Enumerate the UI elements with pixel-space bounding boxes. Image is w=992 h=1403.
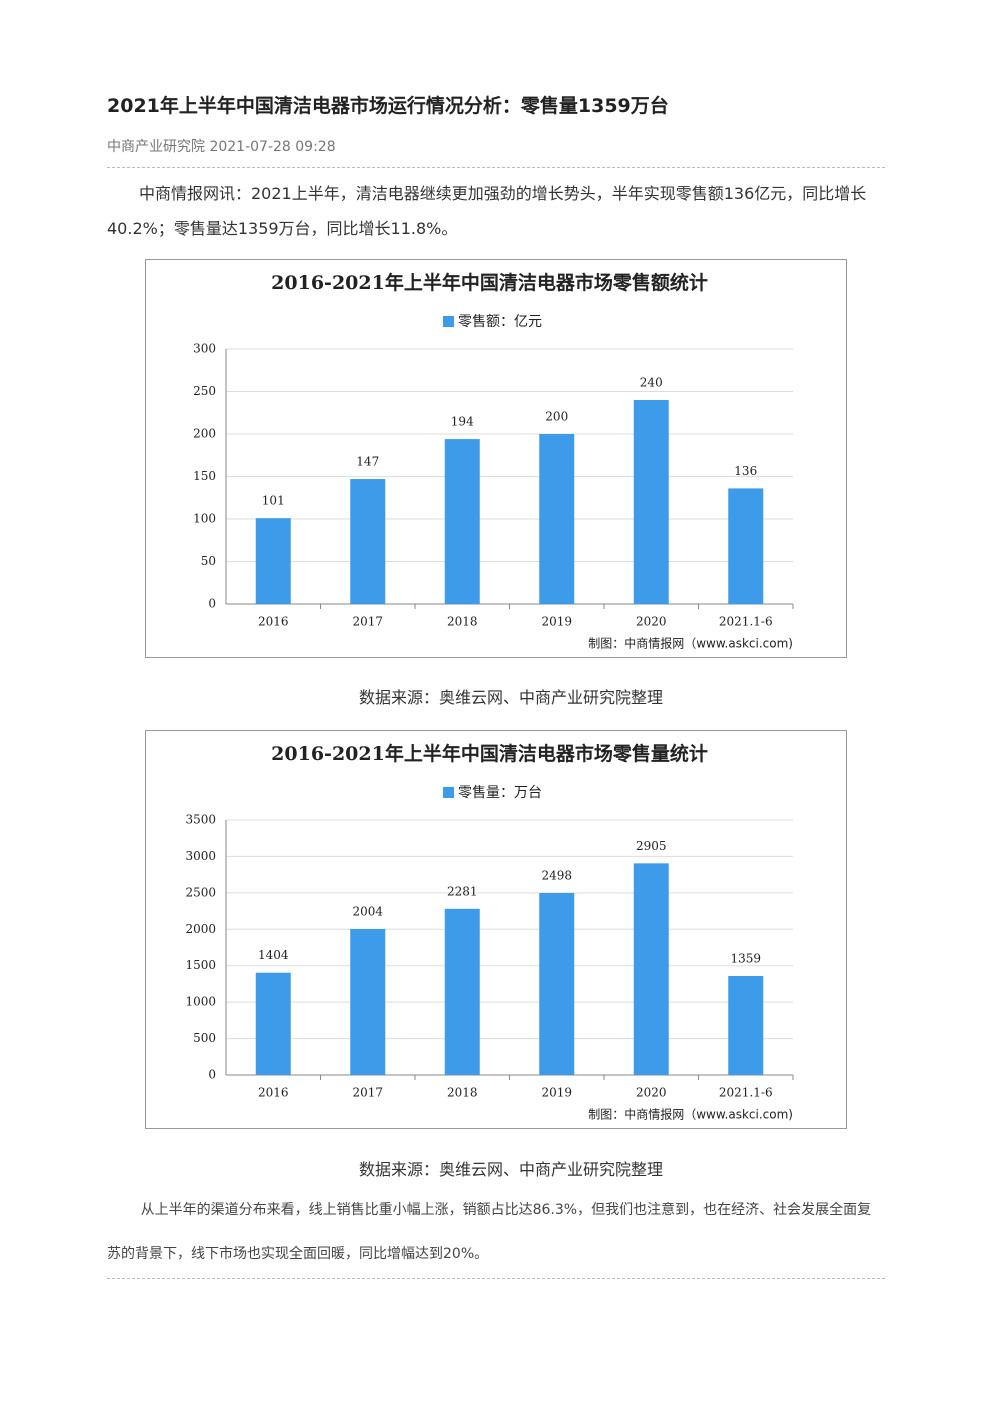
x-tick-label: 2018 bbox=[447, 615, 478, 629]
legend-swatch bbox=[443, 316, 454, 327]
y-tick-label: 200 bbox=[193, 427, 216, 441]
value-label: 147 bbox=[356, 455, 379, 469]
chart-source: 制图：中商情报网（www.askci.com) bbox=[588, 1107, 793, 1122]
bar bbox=[539, 434, 575, 604]
x-tick-label: 2016 bbox=[258, 1086, 289, 1100]
y-tick-label: 2500 bbox=[185, 885, 216, 899]
bar bbox=[728, 488, 764, 604]
bar bbox=[255, 972, 291, 1075]
legend-label: 零售额：亿元 bbox=[458, 314, 542, 330]
value-label: 2905 bbox=[636, 839, 667, 853]
bar bbox=[350, 479, 386, 604]
bar bbox=[350, 928, 386, 1075]
bar bbox=[444, 908, 480, 1075]
article-title: 2021年上半年中国清洁电器市场运行情况分析：零售量1359万台 bbox=[107, 95, 669, 117]
bar bbox=[728, 975, 764, 1075]
y-tick-label: 100 bbox=[193, 512, 216, 526]
value-label: 101 bbox=[262, 494, 285, 508]
value-label: 1404 bbox=[258, 948, 289, 962]
paragraph: 中商情报网讯：2021上半年，清洁电器继续更加强劲的增长势头，半年实现零售额13… bbox=[107, 184, 867, 238]
value-label: 1359 bbox=[730, 951, 761, 965]
x-tick-label: 2020 bbox=[636, 1086, 667, 1100]
y-tick-label: 150 bbox=[193, 469, 216, 483]
y-tick-label: 3500 bbox=[185, 813, 216, 827]
bar bbox=[633, 863, 669, 1075]
y-tick-label: 2000 bbox=[185, 922, 216, 936]
value-label: 136 bbox=[734, 464, 757, 478]
value-label: 194 bbox=[451, 415, 474, 429]
bar bbox=[539, 893, 575, 1075]
x-tick-label: 2021.1-6 bbox=[719, 1086, 773, 1100]
bar bbox=[255, 518, 291, 604]
value-label: 2004 bbox=[352, 904, 383, 918]
value-label: 2281 bbox=[447, 884, 478, 898]
caption: 数据来源：奥维云网、中商产业研究院整理 bbox=[358, 688, 663, 707]
y-tick-label: 250 bbox=[193, 384, 216, 398]
legend-swatch bbox=[443, 787, 454, 798]
x-tick-label: 2021.1-6 bbox=[719, 615, 773, 629]
value-label: 2498 bbox=[541, 869, 572, 883]
x-tick-label: 2017 bbox=[352, 1086, 383, 1100]
bar bbox=[444, 439, 480, 604]
bar bbox=[633, 400, 669, 604]
caption: 数据来源：奥维云网、中商产业研究院整理 bbox=[358, 1160, 663, 1179]
y-tick-label: 3000 bbox=[185, 849, 216, 863]
y-tick-label: 50 bbox=[201, 554, 216, 568]
chart-source: 制图：中商情报网（www.askci.com) bbox=[588, 636, 793, 651]
divider bbox=[107, 167, 885, 168]
paragraph: 从上半年的渠道分布来看，线上销售比重小幅上涨，销额占比达86.3%，但我们也注意… bbox=[107, 1202, 872, 1262]
x-tick-label: 2019 bbox=[541, 1086, 572, 1100]
legend-label: 零售量：万台 bbox=[458, 785, 542, 801]
value-label: 240 bbox=[640, 376, 663, 390]
chart-title: 2016-2021年上半年中国清洁电器市场零售额统计 bbox=[271, 271, 708, 294]
y-tick-label: 300 bbox=[193, 342, 216, 356]
y-tick-label: 1000 bbox=[185, 995, 216, 1009]
y-tick-label: 0 bbox=[208, 1068, 216, 1082]
chart-title: 2016-2021年上半年中国清洁电器市场零售量统计 bbox=[271, 742, 708, 765]
x-tick-label: 2019 bbox=[541, 615, 572, 629]
y-tick-label: 0 bbox=[208, 597, 216, 611]
y-tick-label: 500 bbox=[193, 1031, 216, 1045]
x-tick-label: 2017 bbox=[352, 615, 383, 629]
x-tick-label: 2016 bbox=[258, 615, 289, 629]
x-tick-label: 2020 bbox=[636, 615, 667, 629]
y-tick-label: 1500 bbox=[185, 958, 216, 972]
value-label: 200 bbox=[545, 410, 568, 424]
article-meta: 中商产业研究院 2021-07-28 09:28 bbox=[107, 139, 336, 155]
divider bbox=[107, 1278, 885, 1279]
x-tick-label: 2018 bbox=[447, 1086, 478, 1100]
